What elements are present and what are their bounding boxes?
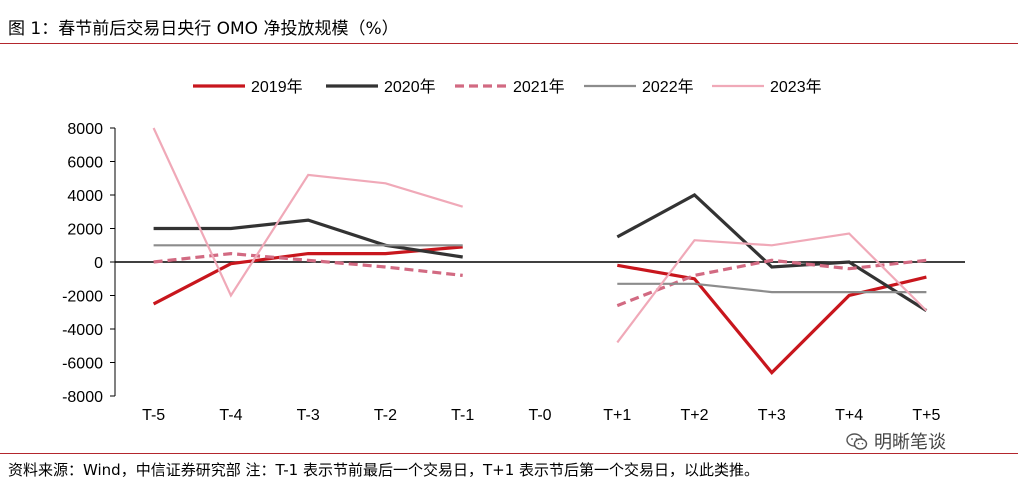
watermark: 明晰笔谈 xyxy=(846,428,946,454)
x-tick-label: T-5 xyxy=(142,407,165,424)
x-tick-label: T+4 xyxy=(835,407,863,424)
series-line-2019年 xyxy=(152,245,463,306)
x-tick-label: T-1 xyxy=(451,407,474,424)
omo-line-chart: 2019年 2020年 2021年 2022年 2023年 8000 6000 4000 20… xyxy=(62,78,965,424)
wechat-icon xyxy=(846,433,868,450)
y-tick-label: -8000 xyxy=(62,389,103,406)
legend-label: 2020年 xyxy=(384,78,436,96)
y-tick-label: 8000 xyxy=(67,121,103,138)
y-tick-label: -4000 xyxy=(62,322,103,339)
y-tick-label: -2000 xyxy=(62,289,103,306)
x-tick-label: T-3 xyxy=(297,407,320,424)
legend-label: 2021年 xyxy=(513,78,565,96)
x-tick-label: T-2 xyxy=(374,407,397,424)
series-line-2020年 xyxy=(153,218,463,259)
series-line-2021年 xyxy=(616,258,927,308)
x-tick-label: T+2 xyxy=(681,407,709,424)
y-tick-label: 2000 xyxy=(67,222,103,239)
series-line-2023年 xyxy=(616,232,928,344)
x-tick-label: T+1 xyxy=(603,407,631,424)
legend-label: 2022年 xyxy=(642,78,694,96)
series-lines xyxy=(152,127,928,375)
legend-label: 2023年 xyxy=(770,78,822,96)
series-line-2021年 xyxy=(153,251,463,277)
source-note: 资料来源：Wind，中信证券研究部 注：T-1 表示节前最后一个交易日，T+1 … xyxy=(8,461,760,479)
y-tick-label: -6000 xyxy=(62,356,103,373)
x-tick-label: T-4 xyxy=(219,407,242,424)
series-line-2023年 xyxy=(152,127,464,298)
legend-label: 2019年 xyxy=(251,78,303,96)
watermark-text: 明晰笔谈 xyxy=(874,432,946,453)
y-tick-label: 4000 xyxy=(67,188,103,205)
y-axis: 8000 6000 4000 2000 0 -2000 -4000 -6000 -8000 xyxy=(62,121,116,406)
y-tick-label: 6000 xyxy=(67,155,103,172)
x-tick-label: T+3 xyxy=(758,407,786,424)
x-axis-labels: T-5 T-4 T-3 T-2 T-1 T-0 T+1 T+2 T+3 T+4 T+5 xyxy=(142,407,940,424)
x-tick-label: T+5 xyxy=(912,407,940,424)
series-line-2022年 xyxy=(617,282,927,294)
chart-legend: 2019年 2020年 2021年 2022年 2023年 xyxy=(193,78,822,96)
title-divider xyxy=(0,43,1018,44)
x-tick-label: T-0 xyxy=(528,407,551,424)
footer-divider xyxy=(0,453,1018,454)
series-line-2020年 xyxy=(616,193,928,312)
y-tick-label: 0 xyxy=(94,255,103,272)
figure-title: 图 1：春节前后交易日央行 OMO 净投放规模（%） xyxy=(8,19,399,39)
